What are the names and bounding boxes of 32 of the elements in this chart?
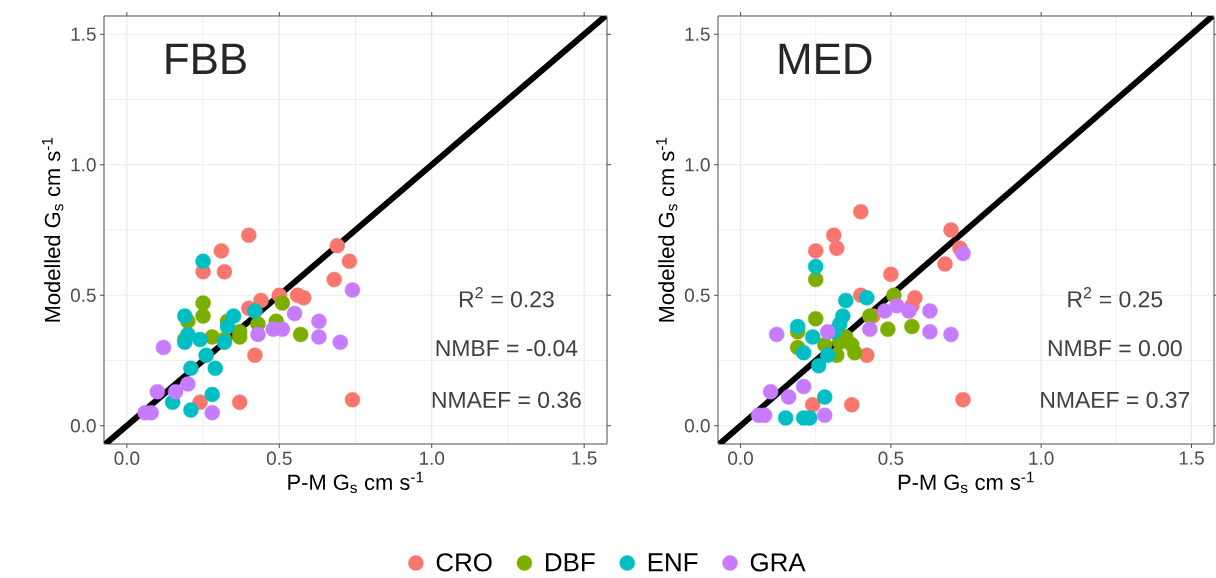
x-tick-label: 0.5 — [878, 451, 904, 465]
annotation: NMAEF = 0.36 — [432, 391, 581, 409]
y-axis-title: Modelled G$_{s}$ cm s$^{-1}$ — [656, 137, 678, 322]
x-tick-label: 0.5 — [266, 451, 292, 465]
y-tick-label: 1.0 — [71, 158, 96, 172]
x-tick-label: 0.0 — [114, 451, 140, 465]
x-tick-label: 1.0 — [1029, 451, 1054, 465]
x-tick-label: 0.0 — [728, 451, 753, 465]
annotation: R$^{2}$ = 0.23 — [459, 286, 554, 308]
annotation: NMBF = -0.04 — [436, 340, 578, 357]
y-axis-title: Modelled G$_{s}$ cm s$^{-1}$ — [42, 137, 64, 322]
legend-label: ENF — [648, 553, 698, 572]
y-tick-label: 0.0 — [684, 419, 710, 433]
annotation: NMBF = 0.00 — [1048, 340, 1182, 357]
y-tick-label: 0.0 — [70, 419, 96, 433]
legend-label: CRO — [436, 553, 492, 572]
x-tick-label: 1.5 — [1179, 451, 1204, 465]
annotation: R$^{2}$ = 0.25 — [1068, 286, 1163, 308]
legend-label: DBF — [546, 553, 595, 572]
y-tick-label: 1.5 — [71, 27, 96, 41]
y-tick-label: 0.5 — [70, 288, 96, 302]
x-axis-title: P-M G$_{s}$ cm s$^{-1}$ — [288, 471, 424, 494]
x-axis-title: P-M G$_{s}$ cm s$^{-1}$ — [898, 471, 1034, 494]
annotation: NMAEF = 0.37 — [1041, 391, 1190, 409]
y-tick-label: 0.5 — [684, 288, 710, 302]
legend-label: GRA — [750, 553, 806, 572]
y-tick-label: 1.5 — [685, 27, 710, 41]
y-tick-label: 1.0 — [685, 158, 710, 172]
x-tick-label: 1.5 — [572, 451, 597, 465]
chart-title: FBB — [166, 43, 246, 74]
chart-title: MED — [779, 43, 872, 74]
x-tick-label: 1.0 — [420, 451, 445, 465]
